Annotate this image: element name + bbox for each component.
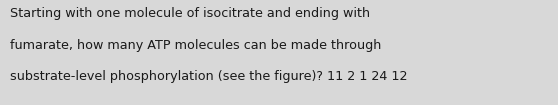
Text: substrate-level phosphorylation (see the figure)? 11 2 1 24 12: substrate-level phosphorylation (see the… (10, 70, 407, 83)
Text: Starting with one molecule of isocitrate and ending with: Starting with one molecule of isocitrate… (10, 7, 370, 20)
Text: fumarate, how many ATP molecules can be made through: fumarate, how many ATP molecules can be … (10, 39, 382, 52)
